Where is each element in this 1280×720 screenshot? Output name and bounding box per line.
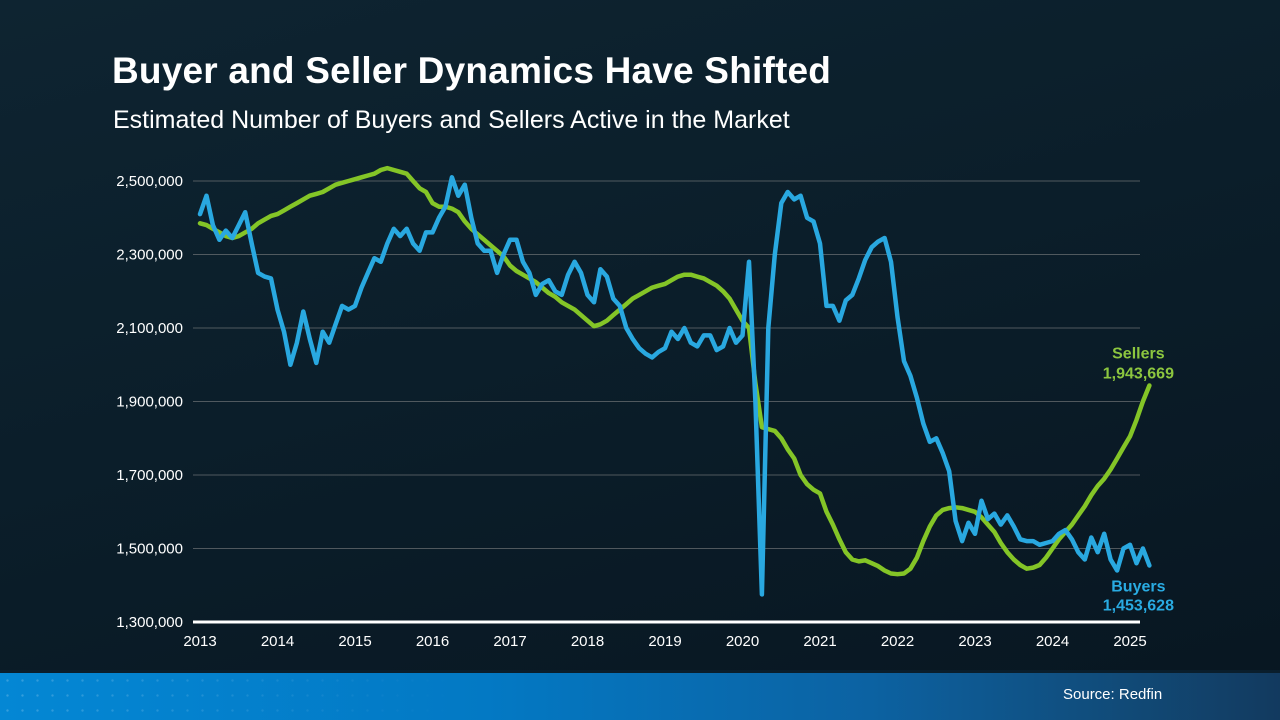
x-tick-label: 2013 [183, 633, 216, 650]
x-tick-label: 2025 [1113, 633, 1146, 650]
buyers-series-label: Buyers [1111, 579, 1165, 596]
sellers-line [197, 165, 1152, 577]
x-tick-label: 2021 [803, 633, 836, 650]
page-subtitle: Estimated Number of Buyers and Sellers A… [113, 106, 790, 134]
footer-bar: Source: Redfin [0, 670, 1280, 720]
y-tick-label: 1,900,000 [116, 394, 183, 411]
page-title: Buyer and Seller Dynamics Have Shifted [112, 50, 832, 91]
x-tick-label: 2019 [648, 633, 681, 650]
y-tick-label: 2,100,000 [116, 320, 183, 337]
x-tick-label: 2020 [726, 633, 759, 650]
source-credit: Source: Redfin [1063, 686, 1163, 703]
x-tick-label: 2018 [571, 633, 604, 650]
x-tick-label: 2014 [261, 633, 294, 650]
x-tick-label: 2017 [493, 633, 526, 650]
y-tick-label: 2,300,000 [116, 247, 183, 264]
x-tick-label: 2023 [958, 633, 991, 650]
buyers-value-label: 1,453,628 [1103, 598, 1174, 615]
y-tick-label: 1,700,000 [116, 467, 183, 484]
x-tick-label: 2016 [416, 633, 449, 650]
buyers-line [197, 175, 1152, 597]
y-tick-label: 1,300,000 [116, 614, 183, 631]
x-tick-label: 2024 [1036, 633, 1069, 650]
x-tick-label: 2022 [881, 633, 914, 650]
x-tick-label: 2015 [338, 633, 371, 650]
footer-dot-pattern [0, 673, 460, 720]
y-tick-label: 2,500,000 [116, 173, 183, 190]
y-tick-label: 1,500,000 [116, 541, 183, 558]
sellers-series-label: Sellers [1112, 345, 1165, 362]
sellers-value-label: 1,943,669 [1103, 365, 1174, 382]
